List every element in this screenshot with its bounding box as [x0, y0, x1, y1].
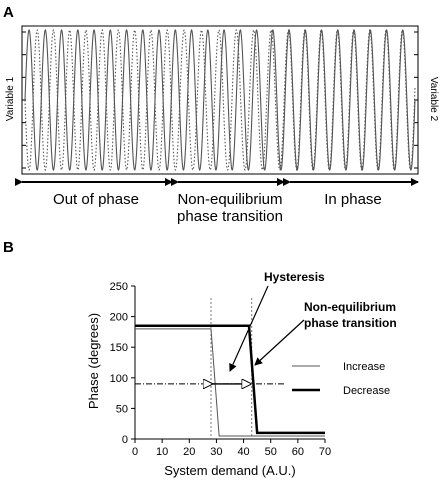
panel-a-plot	[21, 25, 419, 175]
x-tick-label: 60	[292, 446, 304, 458]
region-label-transition-2: phase transition	[177, 208, 283, 225]
panel-b-ylabel: Phase (degrees)	[86, 313, 101, 409]
x-tick-label: 30	[210, 446, 222, 458]
y-tick-label: 200	[110, 312, 128, 324]
region-label-out-of-phase: Out of phase	[53, 191, 139, 208]
panel-b-plot: 0 50 100 150 200 250 0 10 20 30 40 50 60 70	[110, 281, 331, 458]
region-label-transition-1: Non-equilibrium	[177, 191, 282, 208]
legend: Increase Decrease	[292, 361, 390, 397]
series-increase	[135, 328, 325, 437]
y-tick-label: 250	[110, 281, 128, 293]
panel-b-xlabel: System demand (A.U.)	[164, 463, 296, 478]
annotation-transition-arrow	[254, 319, 305, 366]
x-tick-label: 20	[183, 446, 195, 458]
y-tick-label: 50	[116, 403, 128, 415]
panel-a-label: A	[3, 4, 14, 21]
annotation-hysteresis-arrow	[229, 285, 269, 372]
legend-label-decrease: Decrease	[343, 385, 390, 397]
x-tick-label: 40	[237, 446, 249, 458]
y-tick-label: 0	[122, 434, 128, 446]
x-tick-label: 10	[156, 446, 168, 458]
annotation-transition-1: Non-equilibrium	[304, 300, 396, 314]
y-tick-label: 100	[110, 373, 128, 385]
x-tick-label: 0	[132, 446, 138, 458]
panel-b-label: B	[3, 239, 14, 256]
series-variable-1	[24, 29, 416, 171]
annotation-hysteresis: Hysteresis	[264, 270, 325, 284]
series-decrease	[135, 324, 325, 435]
panel-a-ylabel-left: Variable 1	[5, 76, 16, 121]
region-label-in-phase: In phase	[324, 191, 382, 208]
x-tick-label: 70	[319, 446, 331, 458]
panel-a-ylabel-right: Variable 2	[428, 77, 439, 122]
x-tick-label: 50	[265, 446, 277, 458]
y-tick-label: 150	[110, 342, 128, 354]
annotation-transition-2: phase transition	[304, 316, 397, 330]
legend-label-increase: Increase	[343, 361, 385, 373]
